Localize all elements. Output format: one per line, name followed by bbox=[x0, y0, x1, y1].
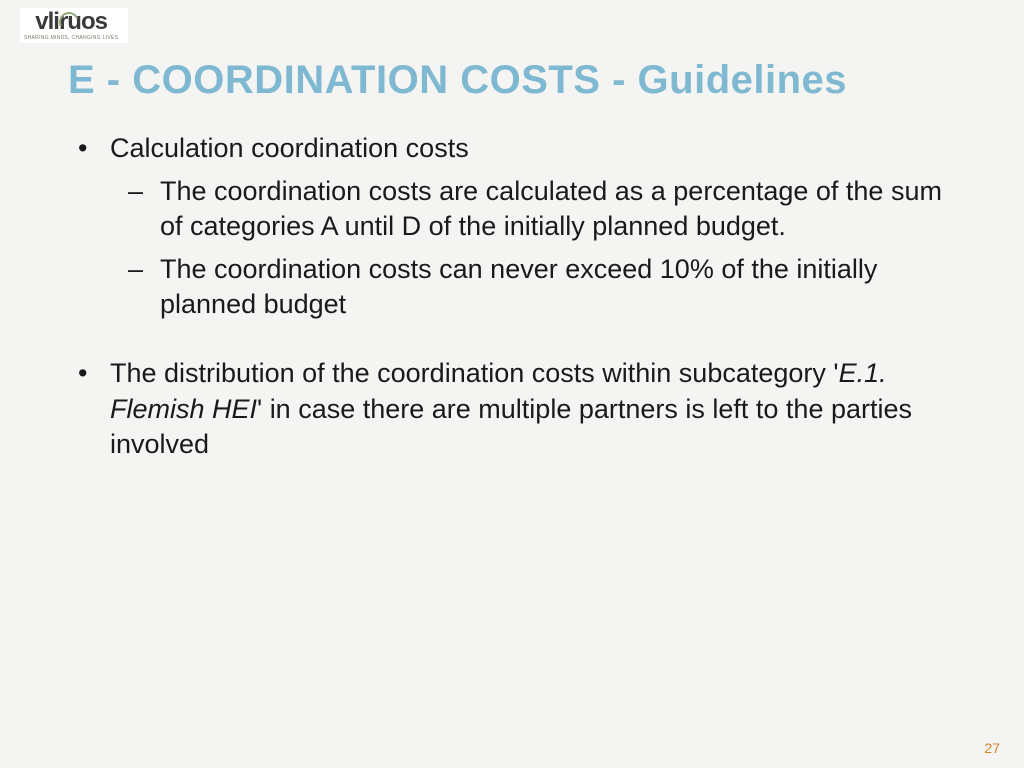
page-title: E - COORDINATION COSTS - Guidelines bbox=[68, 58, 956, 103]
logo-wordmark: vliruos bbox=[35, 8, 107, 35]
sub-bullet-item: The coordination costs are calculated as… bbox=[110, 174, 956, 244]
bullet-item: Calculation coordination costs The coord… bbox=[68, 131, 956, 322]
logo: vliruos SHARING MINDS, CHANGING LIVES bbox=[20, 8, 128, 43]
sub-bullet-text: The coordination costs can never exceed … bbox=[160, 254, 877, 319]
sub-bullet-item: The coordination costs can never exceed … bbox=[110, 252, 956, 322]
bullet-item: The distribution of the coordination cos… bbox=[68, 356, 956, 461]
slide-body: E - COORDINATION COSTS - Guidelines Calc… bbox=[0, 0, 1024, 462]
bullet-text: Calculation coordination costs bbox=[110, 133, 469, 163]
logo-text: vliruos bbox=[35, 10, 107, 34]
bullet-list: Calculation coordination costs The coord… bbox=[68, 131, 956, 462]
page-number: 27 bbox=[984, 740, 1000, 756]
bullet-text-pre: The distribution of the coordination cos… bbox=[110, 358, 839, 388]
sub-bullet-list: The coordination costs are calculated as… bbox=[110, 174, 956, 322]
logo-tagline: SHARING MINDS, CHANGING LIVES bbox=[24, 35, 118, 41]
sub-bullet-text: The coordination costs are calculated as… bbox=[160, 176, 942, 241]
